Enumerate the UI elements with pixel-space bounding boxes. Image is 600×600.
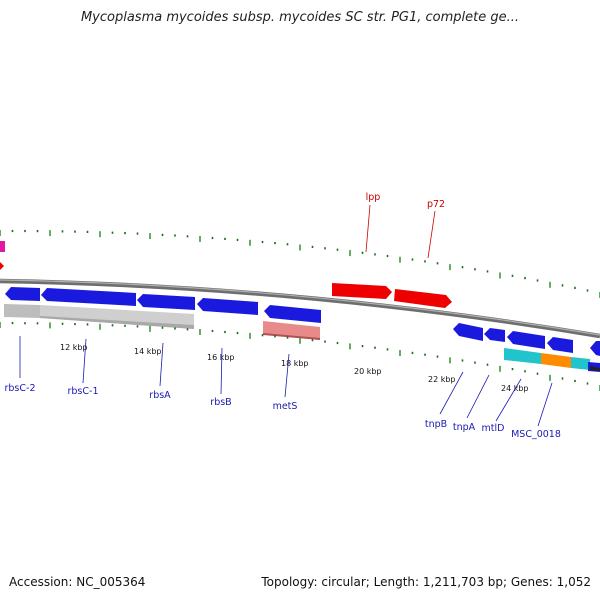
gene-leader-rbsB [220, 347, 223, 395]
gene-label-tnpA[interactable]: tnpA [453, 422, 476, 433]
gene-metS[interactable] [264, 305, 321, 323]
forward-gene-labels: lpp p72 [365, 192, 445, 259]
gene-leader-tnpB [439, 371, 464, 415]
pink-feature-shadow [263, 333, 320, 340]
gene-label-rbsA[interactable]: rbsA [149, 390, 171, 401]
forward-gene-partial[interactable] [0, 262, 4, 270]
gene-label-rbsC-2[interactable]: rbsC-2 [5, 383, 36, 394]
scale-label: 12 kbp [60, 343, 88, 352]
cyan-feature-2[interactable] [571, 357, 590, 370]
gene-MSC_0018[interactable] [547, 337, 573, 353]
gene-rbsC-1[interactable] [41, 288, 136, 306]
orange-feature[interactable] [541, 353, 571, 368]
gene-leader-lpp [365, 204, 371, 253]
genome-backbone [0, 278, 600, 339]
gene-partial-right[interactable] [590, 341, 600, 356]
inner-tick-ring [0, 322, 600, 391]
gene-leader-mtlD [495, 378, 522, 422]
gene-label-metS[interactable]: metS [273, 401, 298, 412]
forward-gene-track [332, 283, 452, 308]
reverse-gene-track [5, 287, 600, 356]
cyan-feature-1[interactable] [504, 348, 541, 364]
gene-lpp[interactable] [332, 283, 392, 299]
gene-label-p72[interactable]: p72 [427, 199, 445, 210]
gene-label-lpp[interactable]: lpp [366, 192, 381, 203]
scale-label: 20 kbp [354, 367, 382, 376]
gene-label-tnpB[interactable]: tnpB [425, 419, 447, 430]
gene-leader-MSC_0018 [537, 382, 553, 427]
gene-label-mtlD[interactable]: mtlD [482, 423, 505, 434]
reverse-gene-labels: rbsC-2 rbsC-1 rbsA rbsB metS tnpB tnpA m… [5, 336, 561, 440]
gene-p72[interactable] [394, 289, 452, 308]
feature-track [4, 304, 600, 372]
backbone-highlight [0, 279, 600, 336]
gene-leader-rbsA [159, 342, 164, 387]
gene-rbsB[interactable] [197, 298, 258, 315]
dark-feature-edge [590, 366, 600, 371]
gene-tnpB[interactable] [453, 323, 483, 341]
scale-labels: 12 kbp 14 kbp 16 kbp 18 kbp 20 kbp 22 kb… [60, 343, 529, 393]
scale-label: 24 kbp [501, 384, 529, 393]
scale-label: 18 kbp [281, 359, 309, 368]
scale-label: 14 kbp [134, 347, 162, 356]
scale-label: 16 kbp [207, 353, 235, 362]
gene-tnpA[interactable] [484, 328, 505, 342]
gene-label-rbsC-1[interactable]: rbsC-1 [68, 386, 99, 397]
gene-leader-p72 [427, 210, 436, 259]
gene-label-rbsB[interactable]: rbsB [210, 397, 231, 408]
scale-label: 22 kbp [428, 375, 456, 384]
genome-summary: Topology: circular; Length: 1,211,703 bp… [261, 575, 591, 589]
gene-rbsC-2[interactable] [5, 287, 40, 301]
gene-leader-metS [284, 353, 290, 398]
gene-mtlD[interactable] [507, 331, 545, 349]
magenta-feature-partial[interactable] [0, 241, 5, 252]
gene-label-MSC_0018[interactable]: MSC_0018 [511, 429, 561, 440]
gray-feature-shadow [40, 316, 194, 329]
gene-leader-rbsC-1 [82, 338, 87, 384]
outer-tick-ring [0, 229, 600, 298]
gray-feature-1[interactable] [4, 304, 40, 318]
map-title: Mycoplasma mycoides subsp. mycoides SC s… [80, 10, 520, 25]
gene-leader-tnpA [466, 374, 490, 419]
accession-label: Accession: NC_005364 [9, 575, 146, 589]
gene-rbsA[interactable] [137, 294, 195, 310]
